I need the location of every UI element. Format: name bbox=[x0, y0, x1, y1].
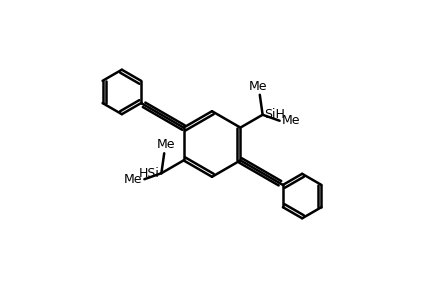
Text: HSi: HSi bbox=[139, 167, 160, 180]
Text: Me: Me bbox=[124, 173, 142, 186]
Text: SiH: SiH bbox=[264, 108, 285, 121]
Text: Me: Me bbox=[249, 79, 268, 92]
Text: Me: Me bbox=[282, 114, 300, 127]
Text: Me: Me bbox=[156, 138, 175, 151]
